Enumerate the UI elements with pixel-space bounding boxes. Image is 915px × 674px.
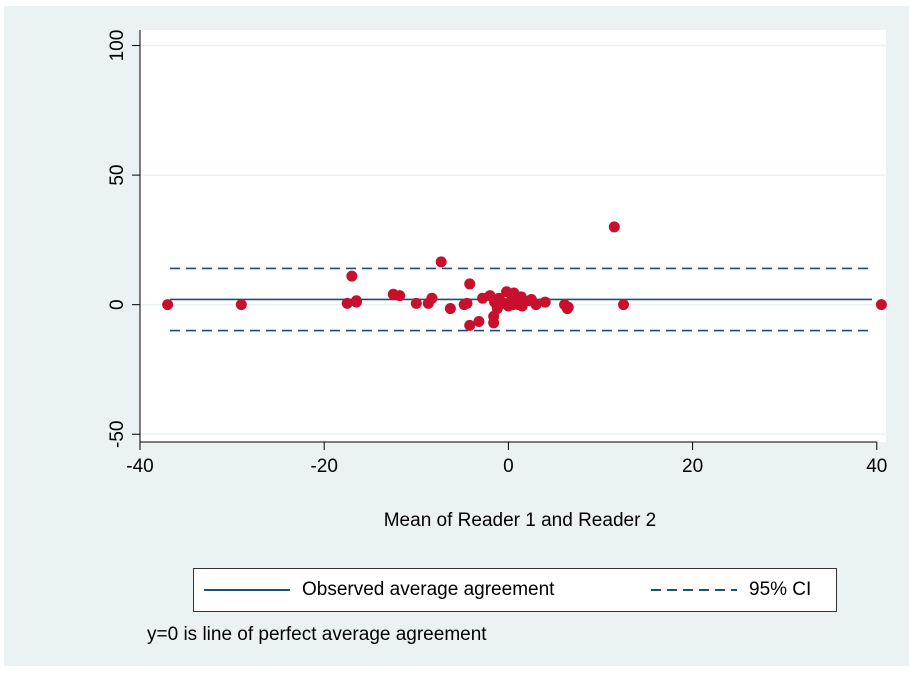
data-point (444, 303, 456, 315)
data-point (346, 270, 358, 282)
scatter-plot: -50 0 50 100 -40 -20 0 20 40 (107, 30, 887, 477)
gridlines (140, 44, 886, 435)
data-point (394, 290, 406, 302)
data-point (435, 256, 447, 268)
data-point (464, 319, 476, 331)
solid-line-swatch (204, 589, 290, 591)
data-point (618, 299, 630, 311)
chart-note: y=0 is line of perfect average agreement (147, 624, 487, 645)
data-point (530, 299, 542, 311)
legend-label-ci: 95% CI (749, 579, 812, 600)
data-point (341, 297, 353, 309)
y-tick-label: -50 (107, 420, 128, 447)
legend-item-ci: 95% CI (651, 569, 811, 611)
data-point (539, 296, 551, 308)
x-tick-label: 0 (503, 456, 514, 477)
data-point (608, 221, 620, 233)
legend: Observed average agreement 95% CI (193, 568, 837, 612)
data-point (515, 291, 527, 303)
data-point (464, 278, 476, 290)
data-point (562, 301, 574, 313)
x-tick-label: 20 (682, 456, 703, 477)
data-point (461, 297, 473, 309)
data-point (488, 317, 500, 329)
data-point (875, 299, 887, 311)
legend-item-observed: Observed average agreement (204, 569, 554, 611)
data-point (426, 292, 438, 304)
x-axis-title: Mean of Reader 1 and Reader 2 (383, 510, 657, 531)
y-tick-label: 0 (107, 299, 128, 310)
chart-frame: -50 0 50 100 -40 -20 0 20 40 Mean of Reader 1 an… (4, 6, 909, 666)
data-point (350, 295, 362, 307)
axes: -50 0 50 100 -40 -20 0 20 40 (107, 30, 887, 477)
y-tick-label: 100 (107, 30, 128, 62)
plot-area (140, 30, 886, 442)
data-point (235, 299, 247, 311)
data-point (473, 316, 485, 328)
dashed-line-swatch (651, 589, 737, 591)
y-tick-label: 50 (107, 165, 128, 186)
data-points (162, 221, 887, 331)
x-tick-label: -20 (310, 456, 337, 477)
x-tick-label: 40 (866, 456, 887, 477)
data-point (162, 299, 174, 311)
data-point (410, 297, 422, 309)
x-tick-label: -40 (126, 456, 153, 477)
legend-label-observed: Observed average agreement (302, 579, 555, 600)
